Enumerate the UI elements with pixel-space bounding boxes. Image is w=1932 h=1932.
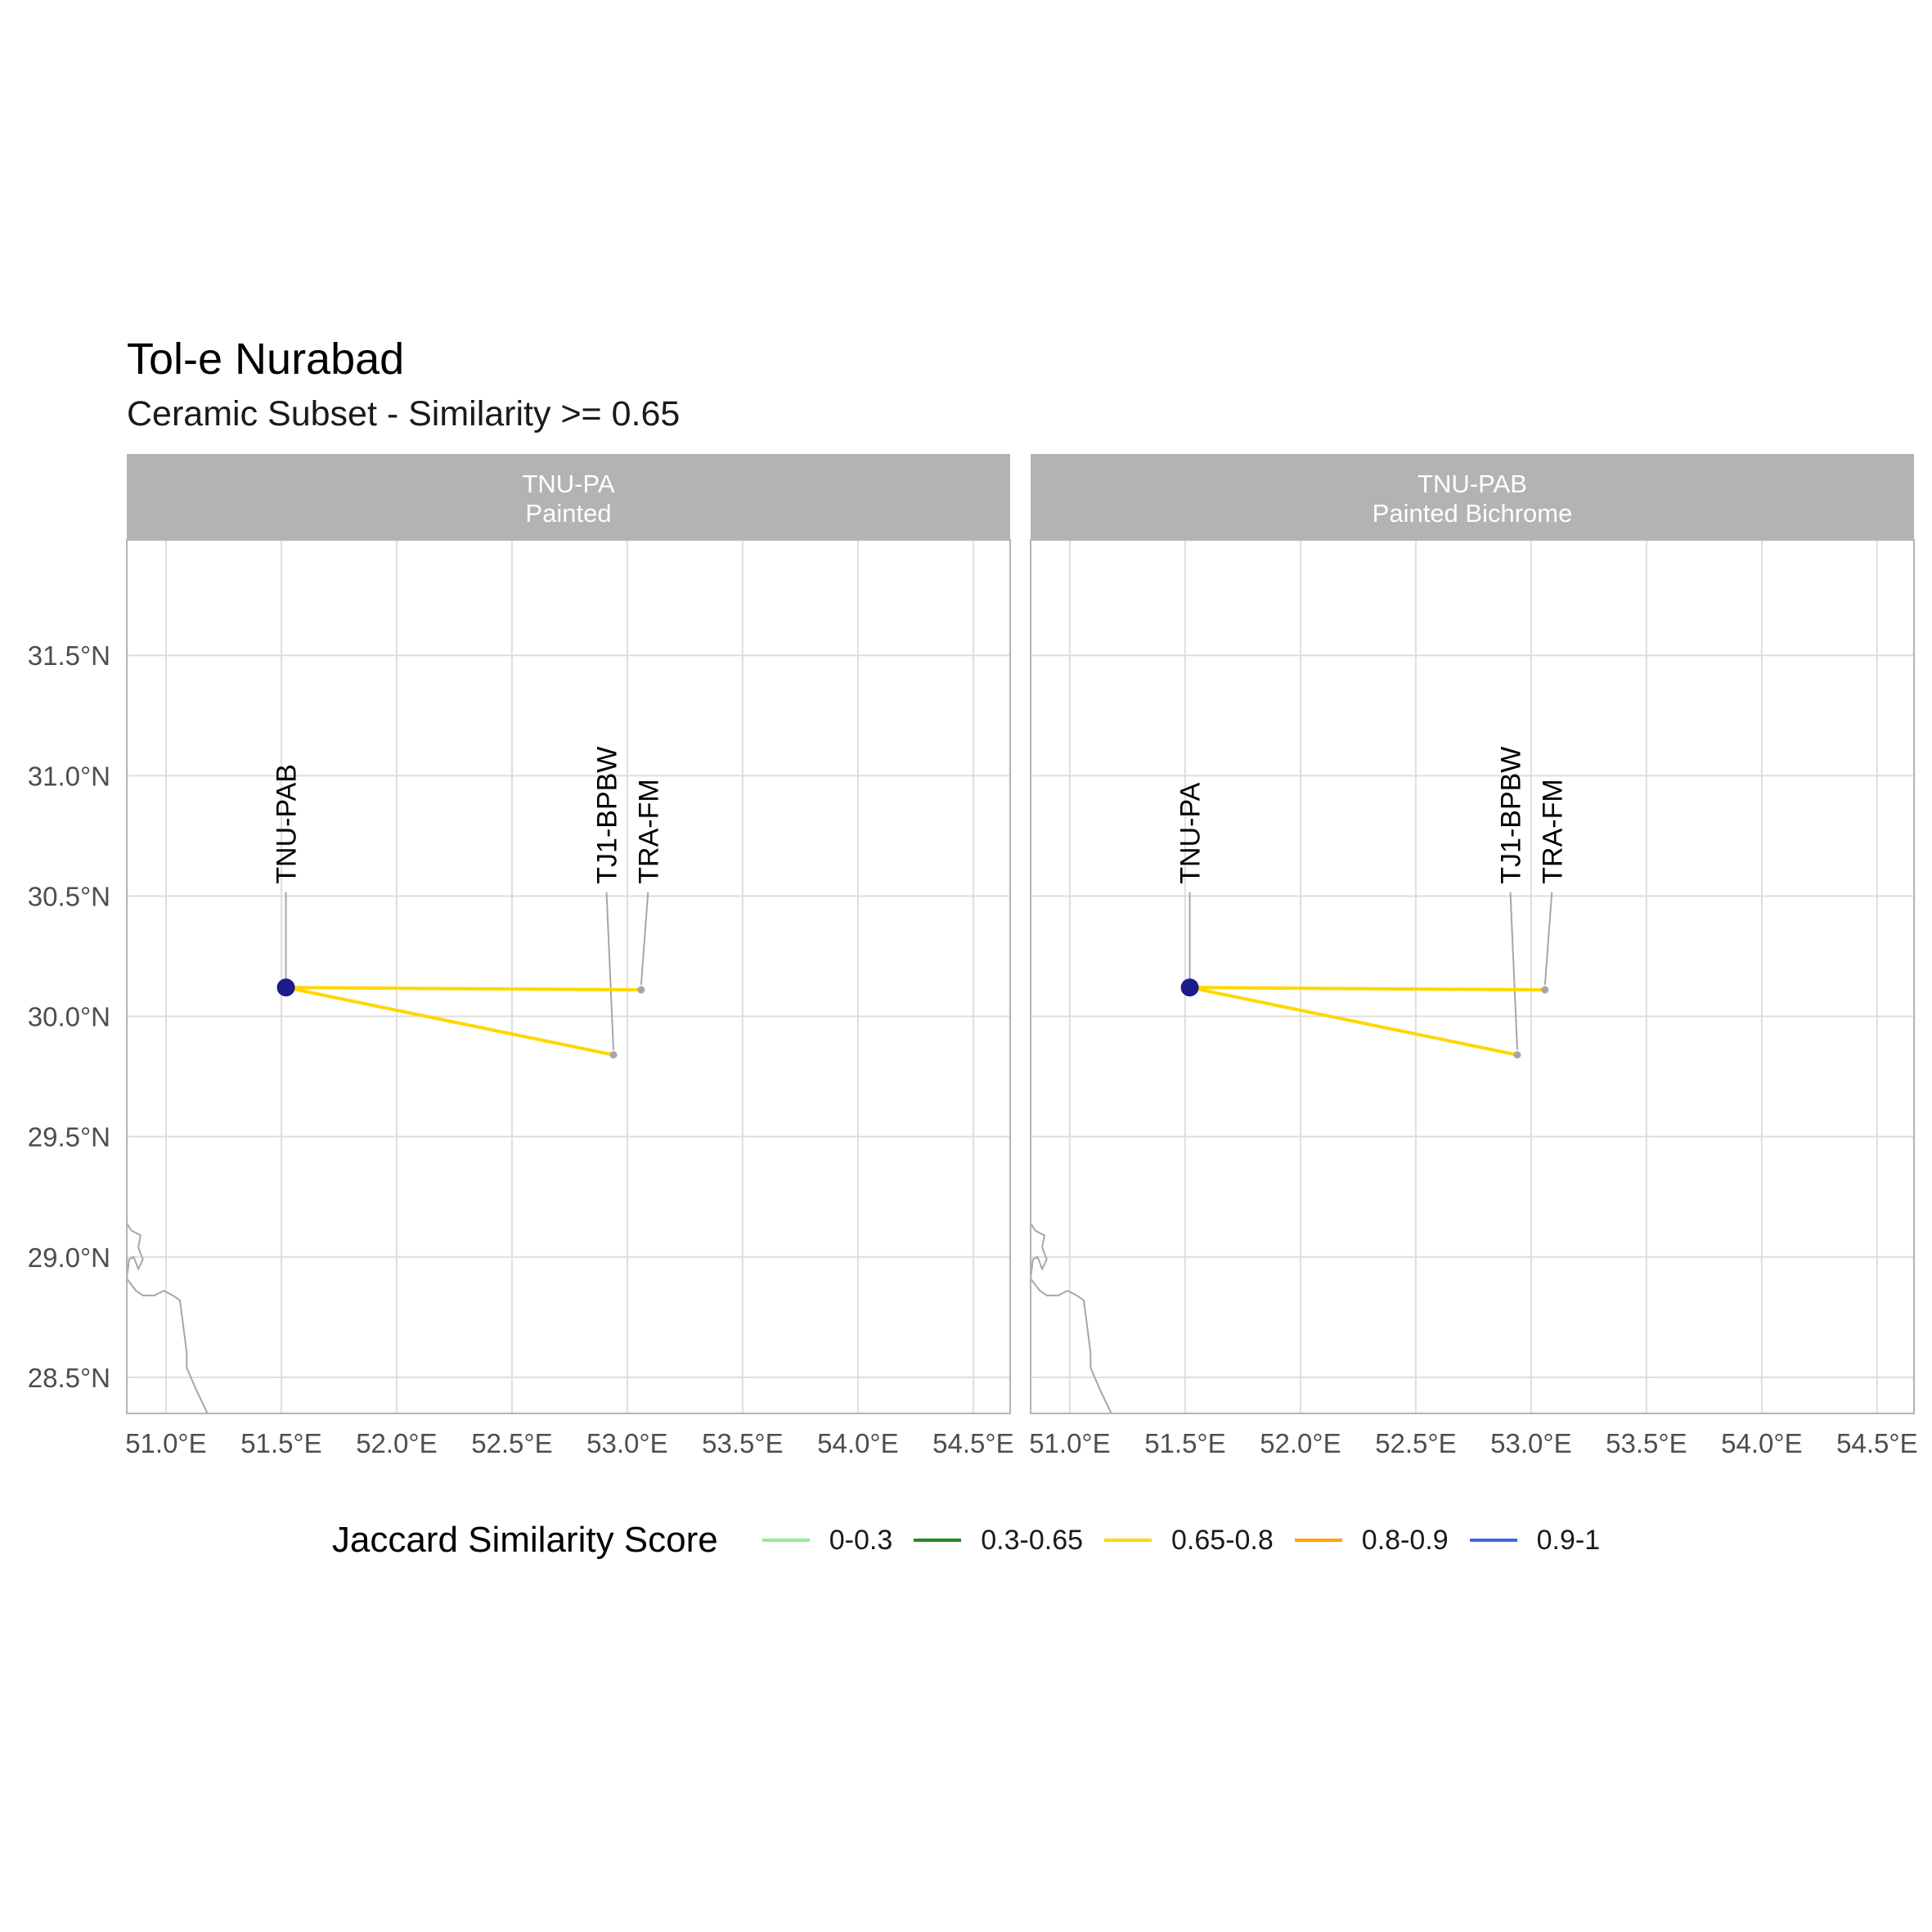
- x-tick-label: 52.5°E: [1375, 1428, 1456, 1458]
- site-leader-line: [1509, 892, 1518, 1050]
- x-tick-label: 54.5°E: [1836, 1428, 1917, 1458]
- site-label: TRA-FM: [633, 779, 664, 883]
- similarity-link: [285, 986, 614, 1057]
- legend-item-label: 0.3-0.65: [981, 1524, 1084, 1556]
- x-tick-label: 53.5°E: [1606, 1428, 1687, 1458]
- panel-strip-name: Painted Bichrome: [1373, 499, 1573, 528]
- panel-strip-name: Painted: [525, 499, 611, 528]
- x-tick-label: 51.5°E: [240, 1428, 321, 1458]
- y-tick-label: 30.5°N: [28, 881, 110, 911]
- legend-item-0.3-0.65: 0.3-0.65: [914, 1525, 1083, 1557]
- y-tick-label: 31.5°N: [28, 640, 110, 671]
- legend-key: [1104, 1539, 1152, 1542]
- x-tick-label: 54.5°E: [932, 1428, 1013, 1458]
- legend-item-0-0.3: 0-0.3: [762, 1524, 893, 1557]
- panel-strip-code: TNU-PAB: [1418, 470, 1527, 498]
- site-label: TJ1-BPBW: [592, 747, 623, 884]
- similarity-link: [285, 986, 641, 992]
- panel-border: [126, 539, 1011, 1414]
- site-leader-line: [605, 892, 614, 1050]
- similarity-link: [1189, 986, 1545, 992]
- coastline: [1031, 1223, 1112, 1413]
- site-label: TJ1-BPBW: [1496, 747, 1527, 884]
- legend-key: [762, 1539, 810, 1542]
- site-leader-line: [640, 892, 649, 986]
- plot-subtitle: Ceramic Subset - Similarity >= 0.65: [127, 394, 681, 434]
- plot-title: Tol-e Nurabad: [127, 335, 405, 384]
- site-point: [637, 986, 645, 994]
- x-tick-label: 54.0°E: [817, 1428, 898, 1458]
- panel-strip-code: TNU-PA: [522, 470, 614, 498]
- legend-item-label: 0.9-1: [1536, 1524, 1601, 1556]
- legend-key: [1294, 1539, 1342, 1542]
- site-label: TNU-PA: [1175, 782, 1206, 883]
- x-tick-label: 52.0°E: [356, 1428, 437, 1458]
- legend-key: [914, 1539, 962, 1542]
- legend-item-label: 0.65-0.8: [1171, 1524, 1274, 1556]
- site-point: [1541, 986, 1549, 994]
- coastline: [127, 1223, 209, 1413]
- x-tick-label: 51.5°E: [1144, 1428, 1225, 1458]
- similarity-link: [1189, 986, 1518, 1057]
- x-tick-label: 53.0°E: [586, 1428, 667, 1458]
- panel-border: [1030, 539, 1915, 1414]
- site-point: [609, 1051, 618, 1059]
- y-tick-label: 28.5°N: [28, 1363, 110, 1393]
- y-tick-label: 29.0°N: [28, 1242, 110, 1273]
- legend: Jaccard Similarity Score 0-0.3 0.3-0.65 …: [0, 1520, 1932, 1561]
- x-tick-label: 51.0°E: [125, 1428, 206, 1458]
- legend-item-label: 0-0.3: [829, 1524, 893, 1556]
- legend-item-label: 0.8-0.9: [1361, 1524, 1449, 1556]
- focal-site-point: [276, 978, 295, 997]
- y-tick-label: 31.0°N: [28, 761, 110, 791]
- x-tick-label: 53.5°E: [702, 1428, 783, 1458]
- legend-title: Jaccard Similarity Score: [331, 1520, 718, 1560]
- legend-item-0.9-1: 0.9-1: [1469, 1524, 1601, 1557]
- panel-strip: [1031, 454, 1914, 540]
- x-tick-label: 54.0°E: [1721, 1428, 1802, 1458]
- x-tick-label: 51.0°E: [1029, 1428, 1110, 1458]
- legend-key: [1469, 1539, 1517, 1542]
- legend-item-0.8-0.9: 0.8-0.9: [1294, 1524, 1449, 1557]
- x-tick-label: 52.0°E: [1260, 1428, 1341, 1458]
- site-point: [1513, 1051, 1521, 1059]
- site-leader-line: [1543, 892, 1553, 986]
- panel-strip: [127, 454, 1010, 540]
- x-tick-label: 52.5°E: [471, 1428, 552, 1458]
- y-tick-label: 30.0°N: [28, 1002, 110, 1032]
- site-label: TNU-PAB: [272, 764, 303, 884]
- y-tick-label: 29.5°N: [28, 1122, 110, 1152]
- site-label: TRA-FM: [1537, 779, 1568, 883]
- legend-item-0.65-0.8: 0.65-0.8: [1104, 1525, 1274, 1557]
- focal-site-point: [1180, 978, 1199, 997]
- x-tick-label: 53.0°E: [1490, 1428, 1571, 1458]
